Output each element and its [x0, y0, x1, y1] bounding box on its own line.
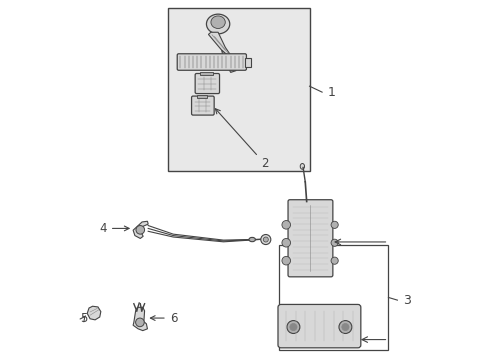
Circle shape	[287, 320, 300, 333]
Ellipse shape	[211, 16, 225, 28]
Bar	[168, 8, 310, 171]
Polygon shape	[208, 32, 231, 57]
Text: 6: 6	[150, 311, 177, 325]
Circle shape	[136, 226, 145, 234]
FancyBboxPatch shape	[278, 305, 361, 348]
Polygon shape	[87, 306, 101, 320]
Text: 3: 3	[403, 294, 411, 307]
FancyBboxPatch shape	[288, 200, 333, 277]
Bar	[245, 58, 251, 67]
Circle shape	[331, 221, 338, 228]
Text: 1: 1	[327, 86, 335, 99]
Text: 4: 4	[99, 222, 129, 235]
FancyBboxPatch shape	[177, 54, 246, 70]
Circle shape	[342, 323, 349, 330]
Text: 2: 2	[216, 109, 269, 170]
Circle shape	[282, 238, 291, 247]
Text: 5: 5	[80, 311, 87, 325]
Circle shape	[136, 318, 144, 327]
Circle shape	[290, 323, 297, 330]
FancyBboxPatch shape	[195, 73, 220, 94]
Circle shape	[331, 239, 338, 246]
Ellipse shape	[206, 14, 230, 34]
Bar	[279, 244, 389, 350]
Polygon shape	[221, 50, 236, 72]
FancyBboxPatch shape	[192, 96, 214, 115]
Circle shape	[282, 221, 291, 229]
Circle shape	[282, 256, 291, 265]
Ellipse shape	[249, 237, 255, 242]
Circle shape	[339, 320, 352, 333]
Polygon shape	[133, 221, 148, 238]
Circle shape	[263, 237, 269, 242]
Polygon shape	[133, 307, 147, 330]
Bar	[200, 72, 213, 75]
Ellipse shape	[300, 163, 304, 169]
Circle shape	[331, 257, 338, 264]
Bar	[196, 95, 207, 98]
Circle shape	[261, 234, 271, 244]
